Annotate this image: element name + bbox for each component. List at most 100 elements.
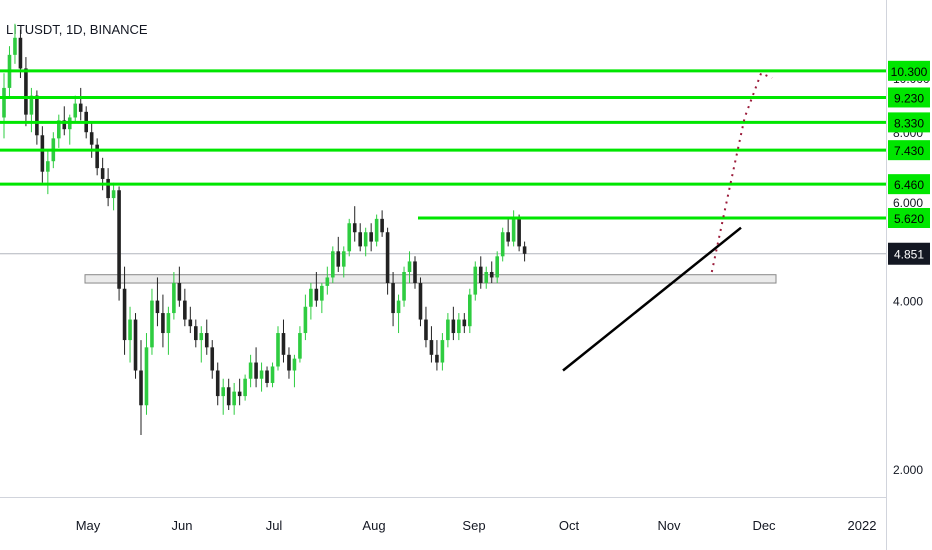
candle-body — [402, 271, 406, 301]
candle-body — [517, 218, 521, 247]
candle-body — [106, 178, 110, 199]
candle-body — [511, 218, 516, 242]
current-price-label: 4.851 — [894, 248, 924, 262]
level-label: 10.300 — [891, 65, 928, 79]
candle-body — [462, 319, 467, 327]
candle-body — [407, 261, 412, 272]
candle-body — [325, 277, 330, 286]
x-tick-label: Sep — [462, 518, 485, 533]
level-label-bg — [888, 207, 930, 228]
candle-body — [446, 319, 450, 341]
candle-body — [78, 103, 83, 112]
candle-body — [128, 319, 132, 341]
candle-body — [473, 266, 478, 295]
candle-body — [391, 283, 395, 314]
candle-body — [363, 232, 368, 247]
candle-body — [46, 161, 50, 172]
level-label: 9.230 — [894, 91, 924, 105]
candle-body — [522, 246, 527, 254]
x-tick-label: Jun — [172, 518, 193, 533]
candle-body — [413, 261, 417, 284]
candle-body — [155, 300, 160, 314]
candle-body — [194, 326, 198, 341]
candle-body — [331, 251, 335, 278]
candle-body — [24, 68, 28, 115]
level-label: 8.330 — [894, 116, 924, 130]
candle-body — [199, 333, 204, 341]
candle-body — [424, 319, 428, 341]
candle-body — [358, 232, 362, 247]
level-label-bg — [888, 140, 930, 161]
candle-body — [100, 168, 105, 179]
candle-body — [13, 37, 17, 55]
candle-body — [204, 333, 209, 348]
level-label: 6.460 — [894, 178, 924, 192]
candle-body — [341, 251, 346, 267]
candle-body — [374, 218, 379, 242]
candle-body — [396, 300, 401, 314]
candle-body — [336, 251, 341, 267]
candle-body — [117, 190, 121, 289]
candle-body — [29, 95, 34, 115]
candle-body — [133, 319, 138, 371]
candle-body — [237, 391, 242, 397]
candle-body — [2, 87, 6, 118]
candle-body — [232, 391, 236, 406]
candle-body — [500, 232, 505, 257]
candle-body — [40, 135, 45, 172]
candle-body — [243, 378, 247, 397]
candle-body — [183, 300, 187, 320]
candle-body — [478, 266, 483, 284]
candle-body — [73, 103, 78, 118]
candle-body — [139, 370, 143, 406]
candle-body — [506, 232, 510, 242]
candle-body — [298, 333, 302, 359]
candle-body — [144, 347, 149, 406]
candle-body — [221, 387, 225, 397]
level-label-bg — [888, 174, 930, 195]
candle-body — [369, 232, 373, 242]
candle-body — [210, 347, 215, 371]
candle-body — [314, 288, 319, 301]
candle-body — [418, 283, 423, 320]
candle-body — [352, 223, 357, 233]
x-tick-label: Nov — [657, 518, 681, 533]
x-tick-label: Jul — [266, 518, 283, 533]
candle-body — [320, 285, 324, 301]
candle-body — [281, 333, 286, 355]
level-label-bg — [888, 60, 930, 81]
candle-body — [495, 256, 499, 278]
candle-body — [35, 95, 39, 136]
candle-body — [429, 340, 434, 355]
chart-title: LITUSDT, 1D, BINANCE — [6, 22, 148, 37]
level-label-bg — [888, 112, 930, 133]
level-label: 7.430 — [894, 144, 924, 158]
candle-body — [215, 370, 220, 397]
level-label: 5.620 — [894, 212, 924, 226]
candle-body — [435, 354, 439, 363]
candle-body — [89, 132, 94, 145]
candle-body — [385, 232, 390, 284]
candle-body — [457, 319, 461, 334]
support-zone — [84, 274, 777, 284]
candle-body — [248, 362, 253, 379]
candle-body — [166, 313, 171, 334]
y-tick-label: 6.000 — [893, 196, 923, 210]
candle-body — [451, 319, 456, 334]
x-tick-label: Oct — [559, 518, 580, 533]
candle-body — [172, 283, 176, 314]
level-label-bg — [888, 87, 930, 108]
candle-body — [18, 37, 23, 69]
candle-body — [254, 362, 258, 379]
candle-body — [303, 306, 308, 334]
y-tick-label: 2.000 — [893, 463, 923, 477]
candle-body — [150, 300, 154, 348]
candle-body — [111, 190, 116, 199]
candle-body — [309, 288, 313, 307]
candle-body — [161, 313, 165, 334]
x-tick-label: Aug — [362, 518, 385, 533]
candle-body — [287, 354, 291, 371]
candle-body — [177, 283, 182, 301]
candle-body — [270, 366, 275, 383]
